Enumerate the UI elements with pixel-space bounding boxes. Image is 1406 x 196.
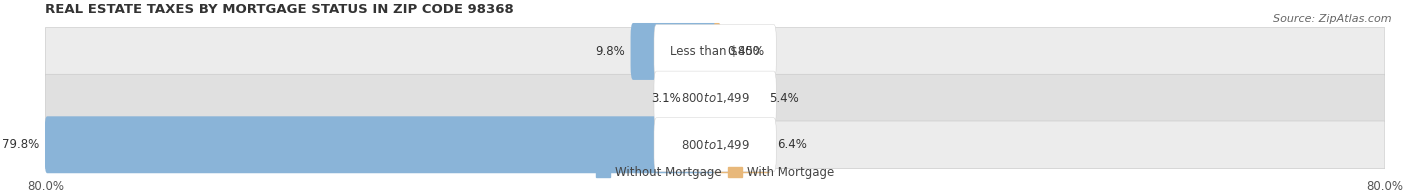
Text: 3.1%: 3.1% [651,92,681,105]
Text: Source: ZipAtlas.com: Source: ZipAtlas.com [1274,14,1392,24]
Text: $800 to $1,499: $800 to $1,499 [681,91,749,105]
Text: 6.4%: 6.4% [778,138,807,151]
Text: 79.8%: 79.8% [1,138,39,151]
Text: 5.4%: 5.4% [769,92,799,105]
FancyBboxPatch shape [630,23,717,80]
FancyBboxPatch shape [654,71,776,125]
Text: Less than $800: Less than $800 [671,45,761,58]
FancyBboxPatch shape [654,118,776,172]
Legend: Without Mortgage, With Mortgage: Without Mortgage, With Mortgage [591,162,839,184]
FancyBboxPatch shape [713,70,763,127]
Text: 0.45%: 0.45% [727,45,765,58]
Text: 9.8%: 9.8% [595,45,624,58]
FancyBboxPatch shape [654,24,776,78]
FancyBboxPatch shape [45,28,1385,75]
FancyBboxPatch shape [713,23,721,80]
FancyBboxPatch shape [45,121,1385,169]
FancyBboxPatch shape [45,74,1385,122]
FancyBboxPatch shape [45,116,717,173]
Text: $800 to $1,499: $800 to $1,499 [681,138,749,152]
FancyBboxPatch shape [686,70,717,127]
FancyBboxPatch shape [713,116,770,173]
Text: REAL ESTATE TAXES BY MORTGAGE STATUS IN ZIP CODE 98368: REAL ESTATE TAXES BY MORTGAGE STATUS IN … [45,3,515,16]
